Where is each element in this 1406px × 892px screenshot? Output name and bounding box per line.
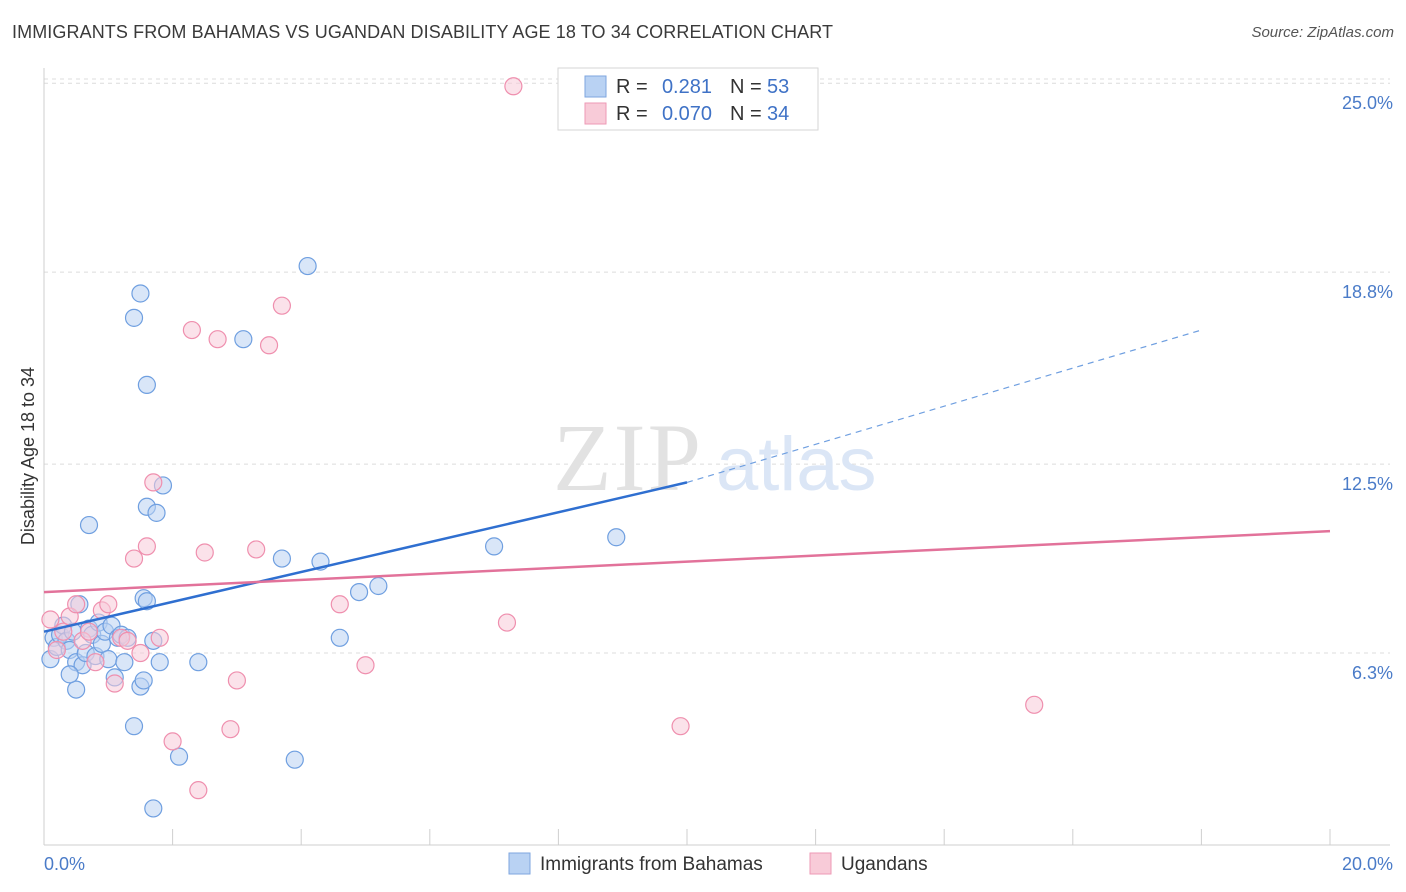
data-point [67, 595, 86, 614]
data-point [356, 656, 375, 675]
x-tick-label-max: 20.0% [1342, 854, 1393, 874]
data-point [118, 631, 137, 650]
chart-title: IMMIGRANTS FROM BAHAMAS VS UGANDAN DISAB… [12, 22, 834, 42]
data-point [67, 680, 86, 699]
data-point [124, 549, 144, 568]
y-tick-labels: 6.3% 12.5% 18.8% 25.0% [1342, 93, 1393, 683]
watermark: ZIP atlas [553, 404, 877, 511]
y-tick-label: 18.8% [1342, 282, 1393, 302]
data-point [124, 717, 144, 736]
data-point [144, 799, 163, 818]
data-point [504, 77, 523, 96]
x-tick-label-min: 0.0% [44, 854, 85, 874]
chart-source: Source: ZipAtlas.com [1251, 24, 1394, 41]
data-point [137, 375, 156, 394]
series-ugandans [41, 77, 1044, 800]
data-point [105, 674, 124, 693]
trend-line-bahamas [43, 481, 688, 633]
watermark-atlas: atlas [716, 422, 877, 507]
data-point [369, 576, 388, 596]
bottom-legend-label-ugandans: Ugandans [841, 854, 928, 875]
y-tick-label: 25.0% [1342, 93, 1393, 113]
y-axis-title: Disability Age 18 to 34 [18, 367, 38, 545]
data-point [298, 256, 317, 276]
legend-r-label-2: R = [616, 103, 648, 125]
data-point [208, 330, 227, 349]
data-point [144, 473, 163, 492]
data-point [134, 671, 153, 690]
grid-lines [44, 78, 1390, 654]
data-point [189, 653, 208, 672]
data-point [607, 528, 626, 547]
data-point [86, 653, 105, 672]
data-point [169, 747, 189, 766]
trend-lines [43, 329, 1331, 633]
data-point [1025, 695, 1044, 714]
legend-n-label-1: N = [730, 76, 762, 98]
data-point [41, 610, 60, 629]
legend-swatch-bahamas [584, 75, 607, 98]
trend-line-ugandans [43, 529, 1331, 594]
data-point [330, 595, 349, 614]
data-point [671, 717, 690, 736]
data-point [115, 653, 134, 672]
legend-n-value-1: 53 [767, 76, 789, 98]
data-point [131, 284, 150, 303]
data-point [259, 336, 279, 355]
bottom-legend: Immigrants from Bahamas Ugandans [508, 852, 928, 875]
watermark-zip: ZIP [553, 404, 703, 511]
bottom-legend-label-bahamas: Immigrants from Bahamas [540, 854, 763, 875]
data-point [60, 665, 79, 684]
data-point [247, 540, 266, 559]
legend-n-value-2: 34 [767, 103, 789, 125]
data-point [285, 750, 304, 769]
data-point [485, 537, 504, 556]
trend-line-bahamas-extension [686, 329, 1202, 483]
legend-swatch-ugandans [584, 102, 607, 125]
data-point [272, 549, 292, 568]
bottom-legend-swatch-bahamas [508, 852, 531, 875]
data-point [150, 628, 169, 647]
data-point [221, 720, 240, 739]
legend-box: R = 0.281 N = 53 R = 0.070 N = 34 [557, 67, 819, 131]
data-point [124, 308, 144, 327]
x-axis-ticks [43, 829, 1331, 845]
data-point [497, 613, 517, 632]
data-point [147, 503, 166, 522]
data-point [99, 595, 118, 614]
data-point [79, 622, 99, 641]
data-point [163, 732, 182, 751]
data-point [349, 582, 369, 602]
bottom-legend-swatch-ugandans [809, 852, 832, 875]
data-point [189, 781, 208, 800]
series-layer [41, 77, 1044, 818]
data-point [330, 628, 349, 647]
data-point [137, 592, 156, 611]
legend-r-value-1: 0.281 [662, 76, 712, 98]
data-point [150, 653, 169, 672]
data-point [227, 671, 246, 690]
legend-n-label-2: N = [730, 103, 762, 125]
data-point [79, 515, 99, 535]
y-tick-label: 6.3% [1352, 663, 1393, 683]
data-point [234, 330, 253, 349]
data-point [182, 320, 201, 340]
legend-r-value-2: 0.070 [662, 103, 712, 125]
series-bahamas [41, 256, 626, 818]
data-point [137, 537, 156, 556]
data-point [195, 543, 214, 562]
data-point [131, 643, 150, 663]
data-point [47, 640, 66, 660]
legend-r-label-1: R = [616, 76, 648, 98]
data-point [272, 296, 292, 315]
axes [43, 68, 1390, 846]
y-tick-label: 12.5% [1342, 474, 1393, 494]
